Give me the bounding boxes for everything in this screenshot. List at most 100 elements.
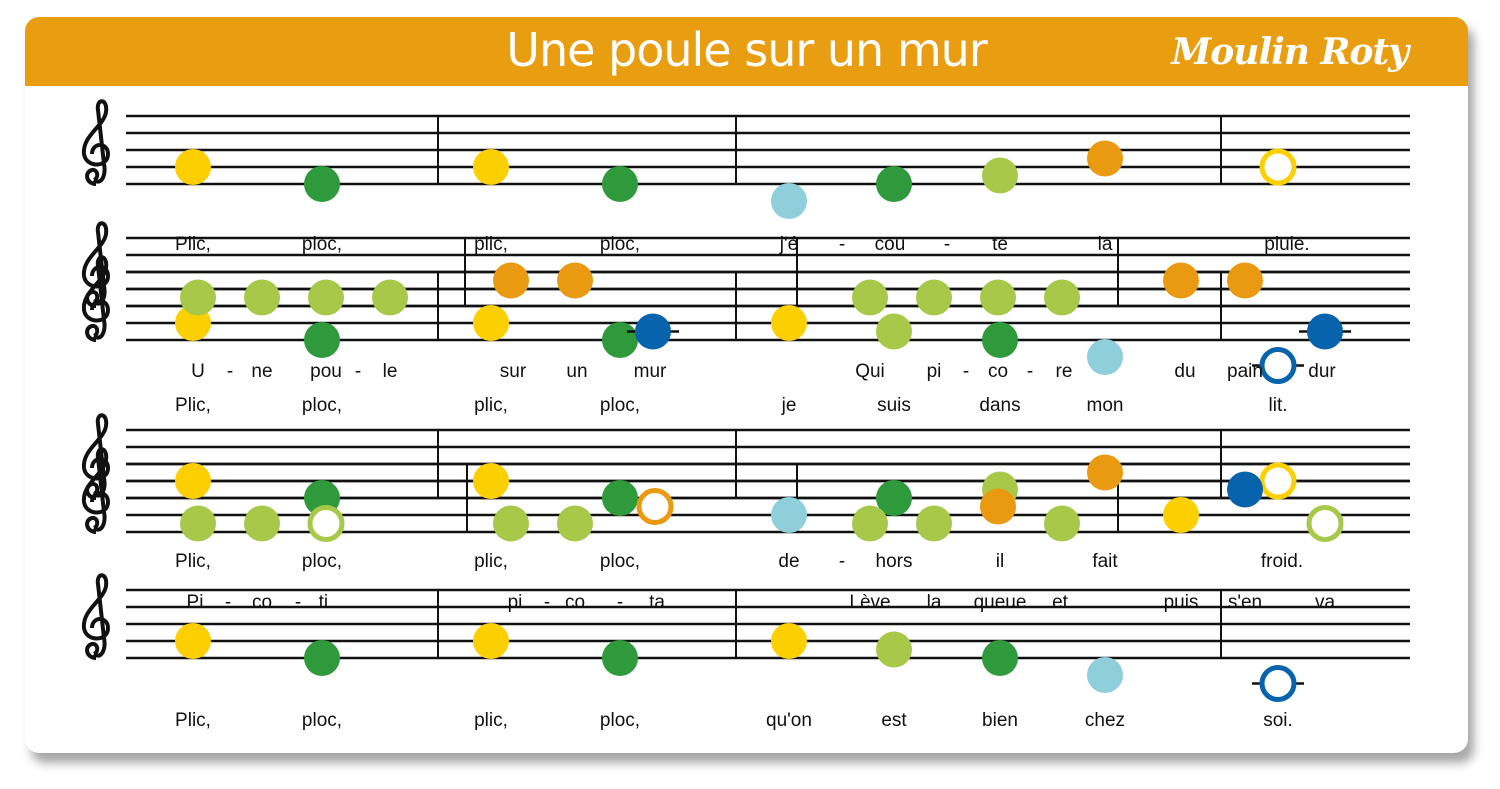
- lyric-syllable: pi: [927, 361, 942, 382]
- lyric-syllable: plic,: [474, 551, 508, 572]
- quarter-note: [602, 166, 638, 202]
- lyric-syllable: Plic,: [175, 551, 211, 572]
- quarter-note: [473, 463, 509, 499]
- quarter-note: [1044, 505, 1080, 542]
- lyric-syllable: ploc,: [600, 710, 640, 731]
- quarter-note: [1087, 454, 1123, 491]
- quarter-note: [180, 279, 216, 316]
- lyric-syllable: mur: [634, 361, 667, 382]
- quarter-note: [244, 279, 280, 316]
- lyric-syllable: je: [781, 395, 797, 416]
- half-note: [307, 505, 345, 542]
- quarter-note: [635, 313, 671, 350]
- lyric-syllable: Lève: [849, 592, 890, 613]
- lyric-syllable: co: [565, 592, 585, 613]
- quarter-note: [244, 505, 280, 542]
- lyric-syllable: -: [544, 592, 550, 613]
- quarter-note: [982, 157, 1018, 194]
- lyric-syllable: suis: [877, 395, 911, 416]
- quarter-note: [852, 279, 888, 316]
- half-note: [1259, 665, 1297, 702]
- quarter-note: [771, 497, 807, 533]
- quarter-note: [1087, 140, 1123, 177]
- lyric-syllable: ploc,: [302, 395, 342, 416]
- quarter-note: [1163, 262, 1199, 299]
- treble-clef-icon: [81, 447, 111, 534]
- quarter-note: [602, 640, 638, 676]
- lyric-syllable: pain: [1227, 361, 1263, 382]
- lyric-syllable: lit.: [1269, 395, 1288, 416]
- quarter-note: [1087, 657, 1123, 693]
- quarter-note: [771, 183, 807, 219]
- quarter-note: [308, 279, 344, 316]
- song-card: Une poule sur un mur Moulin Roty: [25, 17, 1468, 753]
- lyric-syllable: j'é: [779, 234, 798, 255]
- lyric-syllable: Plic,: [175, 710, 211, 731]
- lyric-syllable: qu'on: [766, 710, 812, 731]
- lyric-syllable: -: [617, 592, 623, 613]
- lyric-syllable: -: [839, 234, 845, 255]
- lyric-syllable: chez: [1085, 710, 1125, 731]
- quarter-note: [493, 262, 529, 299]
- lyric-syllable: ploc,: [600, 551, 640, 572]
- quarter-note: [982, 322, 1018, 358]
- quarter-note: [982, 640, 1018, 676]
- quarter-note: [557, 262, 593, 299]
- quarter-note: [876, 313, 912, 350]
- plic-ploc-staff: [81, 99, 1410, 186]
- lyric-syllable: -: [839, 551, 845, 572]
- quarter-note: [372, 279, 408, 316]
- lyric-syllable: -: [355, 361, 361, 382]
- lyric-syllable: U: [191, 361, 205, 382]
- plic-ploc-staff: [81, 573, 1410, 660]
- quarter-note: [473, 149, 509, 185]
- lyric-syllable: ploc,: [302, 551, 342, 572]
- lyric-syllable: la: [927, 592, 942, 613]
- treble-clef-icon: [81, 221, 111, 308]
- quarter-note: [557, 505, 593, 542]
- lyric-syllable: cou: [875, 234, 906, 255]
- quarter-note: [1227, 471, 1263, 508]
- lyric-syllable: plic,: [474, 395, 508, 416]
- quarter-note: [175, 149, 211, 185]
- quarter-note: [1044, 279, 1080, 316]
- lyric-syllable: du: [1174, 361, 1195, 382]
- lyric-syllable: -: [225, 592, 231, 613]
- quarter-note: [1087, 339, 1123, 375]
- quarter-note: [180, 505, 216, 542]
- quarter-note: [493, 505, 529, 542]
- lyric-syllable: plic,: [474, 710, 508, 731]
- lyric-syllable: la: [1098, 234, 1113, 255]
- une-poule-staff: [81, 447, 1410, 534]
- quarter-note: [916, 279, 952, 316]
- half-note: [1259, 148, 1297, 186]
- lyric-syllable: s'en: [1228, 592, 1262, 613]
- lyric-syllable: de: [778, 551, 799, 572]
- lyric-syllable: puis: [1164, 592, 1199, 613]
- song-title: Une poule sur un mur: [506, 23, 987, 77]
- lyric-syllable: -: [295, 592, 301, 613]
- quarter-note: [175, 623, 211, 659]
- lyric-syllable: co: [988, 361, 1008, 382]
- half-note: [1306, 505, 1344, 542]
- lyric-syllable: pi: [508, 592, 523, 613]
- lyric-syllable: bien: [982, 710, 1018, 731]
- lyric-syllable: -: [944, 234, 950, 255]
- lyric-syllable: soi.: [1263, 710, 1293, 731]
- quarter-note: [473, 623, 509, 659]
- lyric-syllable: ne: [251, 361, 272, 382]
- lyric-syllable: hors: [876, 551, 913, 572]
- lyric-syllable: pluie.: [1264, 234, 1309, 255]
- lyric-syllable: Qui: [855, 361, 885, 382]
- treble-clef-icon: [81, 99, 111, 186]
- lyric-syllable: ti.: [319, 592, 334, 613]
- quarter-note: [852, 505, 888, 542]
- lyric-syllable: te: [992, 234, 1008, 255]
- lyric-syllable: le: [383, 361, 398, 382]
- lyric-syllable: re: [1056, 361, 1073, 382]
- brand-logo: Moulin Roty: [1171, 31, 1409, 73]
- lyric-syllable: mon: [1087, 395, 1124, 416]
- quarter-note: [980, 488, 1016, 525]
- quarter-note: [602, 322, 638, 358]
- quarter-note: [876, 166, 912, 202]
